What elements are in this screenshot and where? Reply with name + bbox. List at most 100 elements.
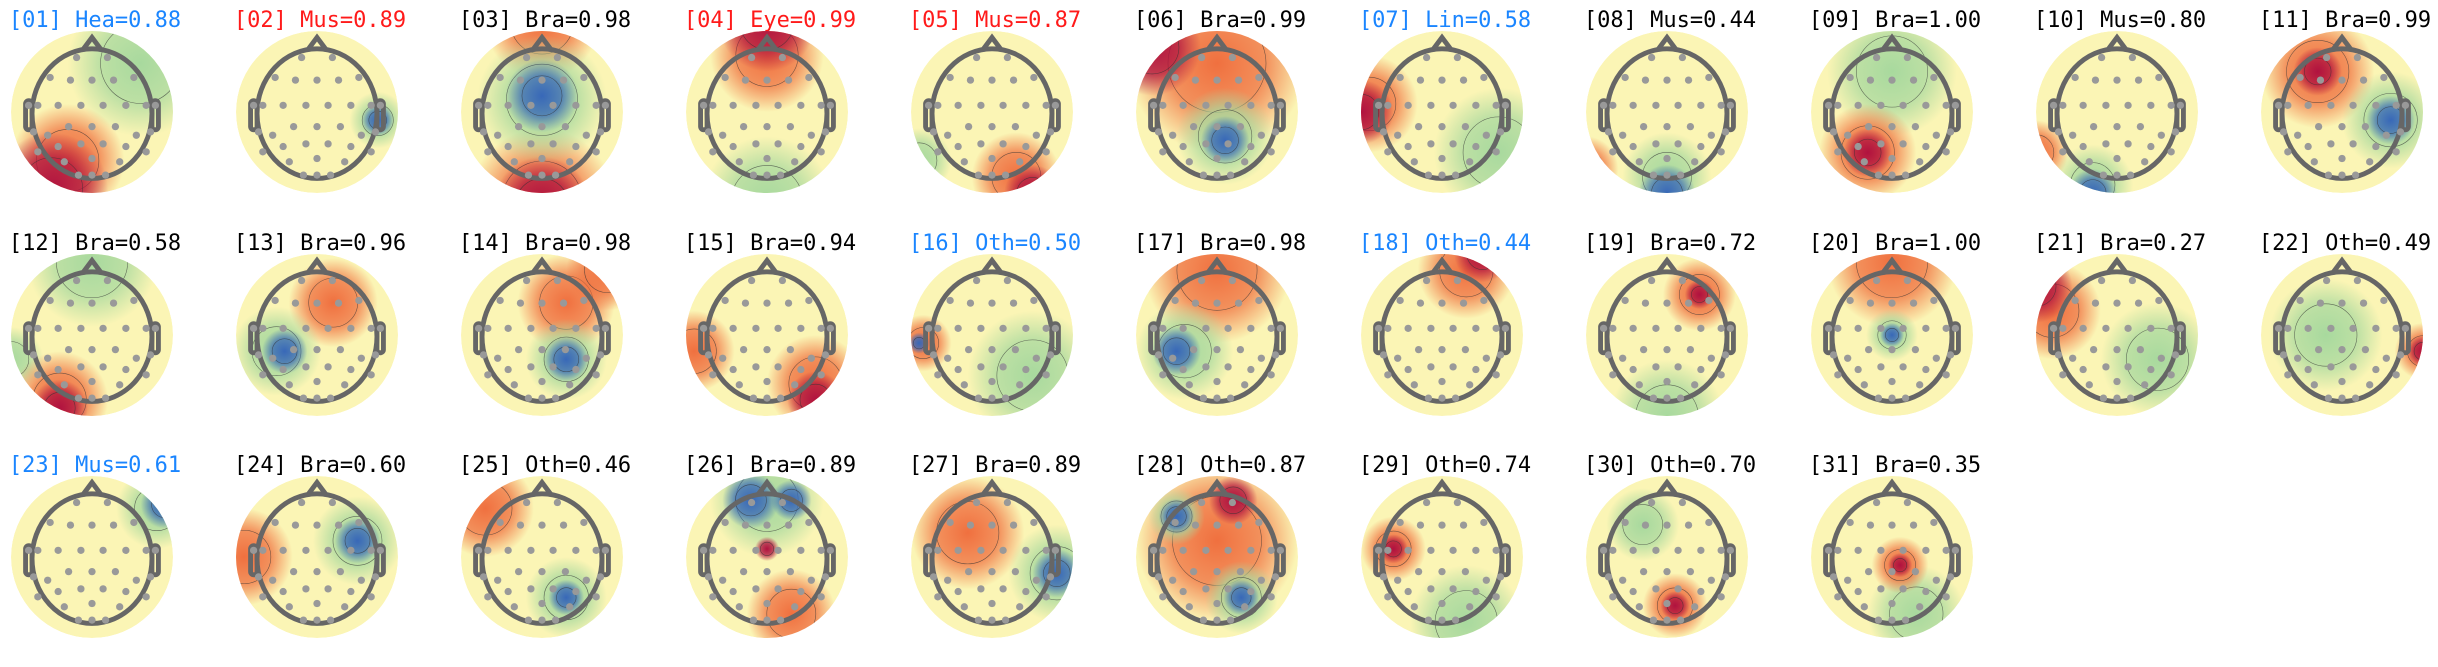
electrode-dot	[817, 148, 825, 156]
activation-region	[543, 336, 589, 382]
electrode-dot	[966, 76, 975, 84]
electrode-dot	[807, 354, 815, 362]
electrode-dot	[1042, 546, 1050, 555]
electrode-dot	[1276, 101, 1285, 110]
electrode-dot	[1492, 593, 1500, 601]
electrode-dot	[88, 567, 96, 576]
electrode-dot	[1154, 128, 1163, 136]
electrode-dot	[516, 76, 525, 84]
electrode-dot	[739, 345, 748, 353]
electrode-dot	[46, 296, 54, 304]
electrode-dot	[1888, 521, 1896, 529]
electrode-dot	[1438, 154, 1446, 163]
electrode-dot	[1224, 585, 1232, 593]
electrode-dot	[817, 593, 825, 601]
electrode-dot	[34, 546, 42, 555]
electrode-dot	[1652, 101, 1660, 110]
electrode-dot	[1472, 587, 1480, 596]
electrode-dot	[580, 518, 588, 527]
electrode-dot	[572, 365, 580, 373]
component-title: [14] Bra=0.98	[458, 230, 632, 256]
electrode-dot	[1721, 350, 1730, 359]
electrode-dot	[776, 171, 785, 179]
electrode-dot	[1449, 101, 1457, 110]
electrode-dot	[999, 362, 1007, 371]
electrode-dot	[1472, 365, 1480, 373]
electrode-dot	[44, 576, 52, 584]
component-title: [23] Mus=0.61	[8, 453, 182, 478]
electrode-dot	[776, 393, 785, 402]
electrode-dot	[474, 101, 483, 110]
electrode-dot	[1247, 365, 1255, 373]
topomap	[1811, 31, 1973, 193]
electrode-dot	[1199, 171, 1208, 179]
electrode-dot	[817, 324, 825, 332]
electrode-dot	[1179, 101, 1187, 110]
contour-line	[2304, 57, 2332, 86]
electrode-dot	[1213, 345, 1221, 353]
contour-line	[1361, 93, 1380, 131]
ica-component: [09] Bra=1.00	[1800, 0, 2025, 222]
electrode-dot	[1011, 345, 1020, 353]
ica-component: [21] Bra=0.27	[2025, 223, 2250, 445]
electrode-dot	[2102, 140, 2110, 148]
electrode-dot	[1609, 593, 1617, 601]
electrode-dot	[1480, 73, 1488, 82]
electrode-dot	[132, 131, 140, 139]
electrode-dot	[279, 546, 287, 555]
electrode-dot	[72, 53, 81, 62]
electrode-dot	[559, 298, 568, 307]
electrode-dot	[2314, 122, 2323, 131]
electrode-dot	[929, 573, 938, 581]
electrode-dot	[2361, 122, 2370, 131]
electrode-dot	[88, 122, 96, 131]
electrode-dot	[1721, 128, 1730, 136]
topomap	[1136, 31, 1298, 193]
electrode-dot	[1276, 546, 1285, 555]
ica-component: [31] Bra=0.35	[1800, 445, 2025, 667]
electrode-dot	[1255, 73, 1263, 82]
topomap	[461, 31, 623, 193]
electrode-dot	[1932, 131, 1940, 139]
electrode-dot	[29, 128, 38, 136]
electrode-dot	[367, 593, 375, 601]
electrode-dot	[1427, 324, 1435, 332]
electrode-dot	[1404, 324, 1412, 332]
electrode-dot	[1599, 546, 1608, 555]
electrode-dot	[1213, 616, 1221, 624]
component-title: [10] Mus=0.80	[2033, 8, 2207, 33]
electrode-dot	[1424, 616, 1433, 624]
electrode-dot	[60, 380, 68, 388]
electrode-dot	[1877, 324, 1885, 332]
electrode-dot	[347, 365, 355, 373]
electrode-dot	[934, 370, 942, 378]
electrode-dot	[324, 362, 332, 371]
contour-line	[1211, 126, 1239, 154]
electrode-dot	[1854, 142, 1862, 151]
electrode-dot	[572, 324, 580, 332]
electrode-dot	[328, 498, 337, 507]
electrode-dot	[1872, 498, 1881, 507]
electrode-dot	[1946, 350, 1955, 359]
electrode-dot	[2128, 53, 2137, 62]
electrode-dot	[1888, 616, 1896, 624]
electrode-dot	[1422, 498, 1431, 507]
electrode-dot	[1022, 587, 1030, 596]
electrode-dot	[538, 76, 546, 84]
electrode-dot	[1482, 576, 1490, 584]
electrode-dot	[1676, 616, 1685, 624]
electrode-dot	[954, 587, 962, 596]
electrode-dot	[786, 122, 795, 131]
electrode-dot	[1451, 616, 1460, 624]
electrode-dot	[2113, 393, 2121, 402]
electrode-dot	[1697, 587, 1705, 596]
electrode-dot	[259, 324, 267, 332]
electrode-dot	[2176, 101, 2185, 110]
electrode-dot	[524, 171, 533, 179]
electrode-dot	[1496, 573, 1505, 581]
electrode-dot	[821, 350, 830, 359]
topomap	[1136, 253, 1298, 416]
electrode-dot	[2071, 73, 2079, 82]
electrode-dot	[109, 298, 118, 307]
electrode-dot	[1213, 171, 1221, 179]
